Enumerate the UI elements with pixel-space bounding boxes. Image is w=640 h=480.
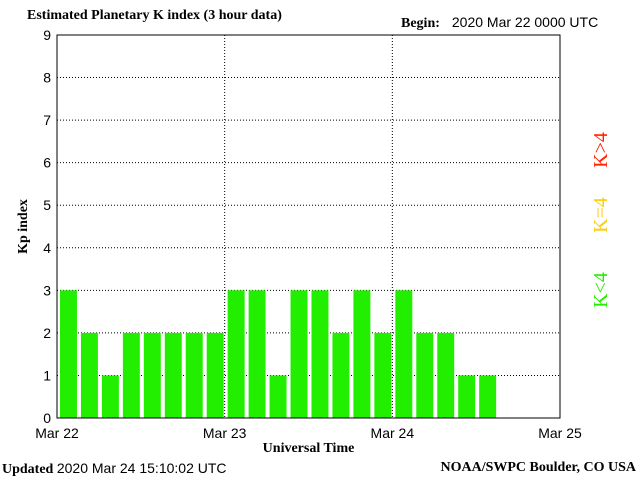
kp-bar [101,375,119,418]
kp-bar [80,332,98,418]
kp-bar [290,290,308,418]
legend: K<4 K=4 K>4 [590,132,612,308]
x-tick-labels: Mar 22 Mar 23 Mar 24 Mar 25 [35,425,582,441]
y-tick-label: 4 [43,240,51,256]
x-tick-label: Mar 22 [35,425,79,441]
begin-label: Begin: [401,16,440,31]
begin-value: 2020 Mar 22 0000 UTC [451,14,599,30]
updated-info: Updated 2020 Mar 24 15:10:02 UTC [2,460,227,478]
grid-lines [57,35,560,418]
kp-bar [395,290,413,418]
kp-bar [60,290,77,418]
kp-bar [269,375,287,418]
y-tick-label: 1 [43,367,51,383]
x-tick-label: Mar 24 [371,425,415,441]
kp-bar [248,290,266,418]
kp-bar [416,332,434,418]
kp-bar [332,332,350,418]
legend-item-below-4: K<4 [590,272,612,308]
y-tick-labels: 0 1 2 3 4 5 6 7 8 9 [43,27,51,426]
kp-bar [185,332,203,418]
updated-value: 2020 Mar 24 15:10:02 UTC [56,460,227,476]
x-axis-label: Universal Time [263,441,355,456]
y-tick-label: 2 [43,325,51,341]
y-tick-label: 8 [43,70,51,86]
y-tick-label: 9 [43,27,51,43]
kp-bar [164,332,182,418]
kp-bar [143,332,161,418]
bars [60,290,497,418]
chart-title: Estimated Planetary K index (3 hour data… [27,8,282,23]
y-tick-label: 3 [43,282,51,298]
y-tick-label: 5 [43,197,51,213]
legend-item-above-4: K>4 [590,132,612,168]
begin-info: Begin: 2020 Mar 22 0000 UTC [401,14,598,32]
kp-bar [458,375,476,418]
kp-bar [311,290,329,418]
x-tick-label: Mar 23 [203,425,247,441]
kp-bar [479,375,497,418]
y-tick-label: 0 [43,410,51,426]
kp-bar [374,332,392,418]
updated-label: Updated [2,462,54,477]
y-tick-label: 7 [43,112,51,128]
y-axis-label: Kp index [16,199,31,254]
kp-bar [227,290,245,418]
kp-bar [353,290,371,418]
source-credit: NOAA/SWPC Boulder, CO USA [440,460,636,475]
legend-item-equal-4: K=4 [590,197,612,233]
y-tick-label: 6 [43,155,51,171]
kp-bar [437,332,455,418]
x-tick-label: Mar 25 [538,425,582,441]
kp-bar [122,332,140,418]
plot-frame [56,34,561,419]
kp-bar [206,332,224,418]
